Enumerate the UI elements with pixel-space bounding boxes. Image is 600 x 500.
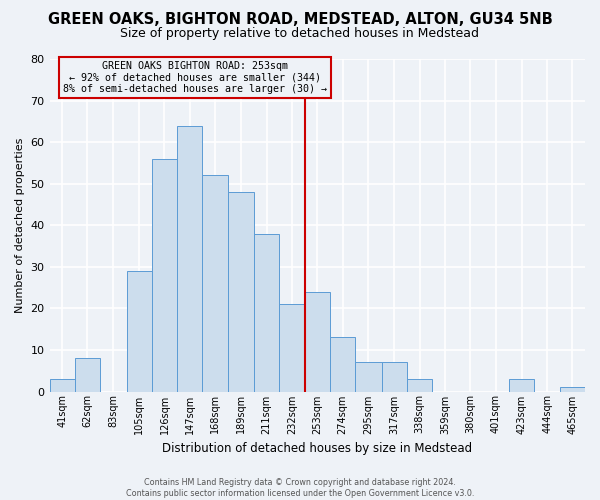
Text: Size of property relative to detached houses in Medstead: Size of property relative to detached ho… [121,28,479,40]
Bar [509,379,535,392]
Bar [330,338,355,392]
Bar [355,362,382,392]
Bar [75,358,100,392]
Text: Contains HM Land Registry data © Crown copyright and database right 2024.
Contai: Contains HM Land Registry data © Crown c… [126,478,474,498]
Y-axis label: Number of detached properties: Number of detached properties [15,138,25,313]
Bar [202,176,227,392]
Bar [127,271,152,392]
Bar [254,234,280,392]
Bar [177,126,202,392]
Bar [560,388,585,392]
Bar [50,379,75,392]
Bar [280,304,305,392]
Bar [305,292,330,392]
Bar [407,379,432,392]
Text: GREEN OAKS, BIGHTON ROAD, MEDSTEAD, ALTON, GU34 5NB: GREEN OAKS, BIGHTON ROAD, MEDSTEAD, ALTO… [47,12,553,28]
Bar [227,192,254,392]
Bar [382,362,407,392]
Bar [152,159,177,392]
X-axis label: Distribution of detached houses by size in Medstead: Distribution of detached houses by size … [162,442,472,455]
Text: GREEN OAKS BIGHTON ROAD: 253sqm
← 92% of detached houses are smaller (344)
8% of: GREEN OAKS BIGHTON ROAD: 253sqm ← 92% of… [63,61,327,94]
